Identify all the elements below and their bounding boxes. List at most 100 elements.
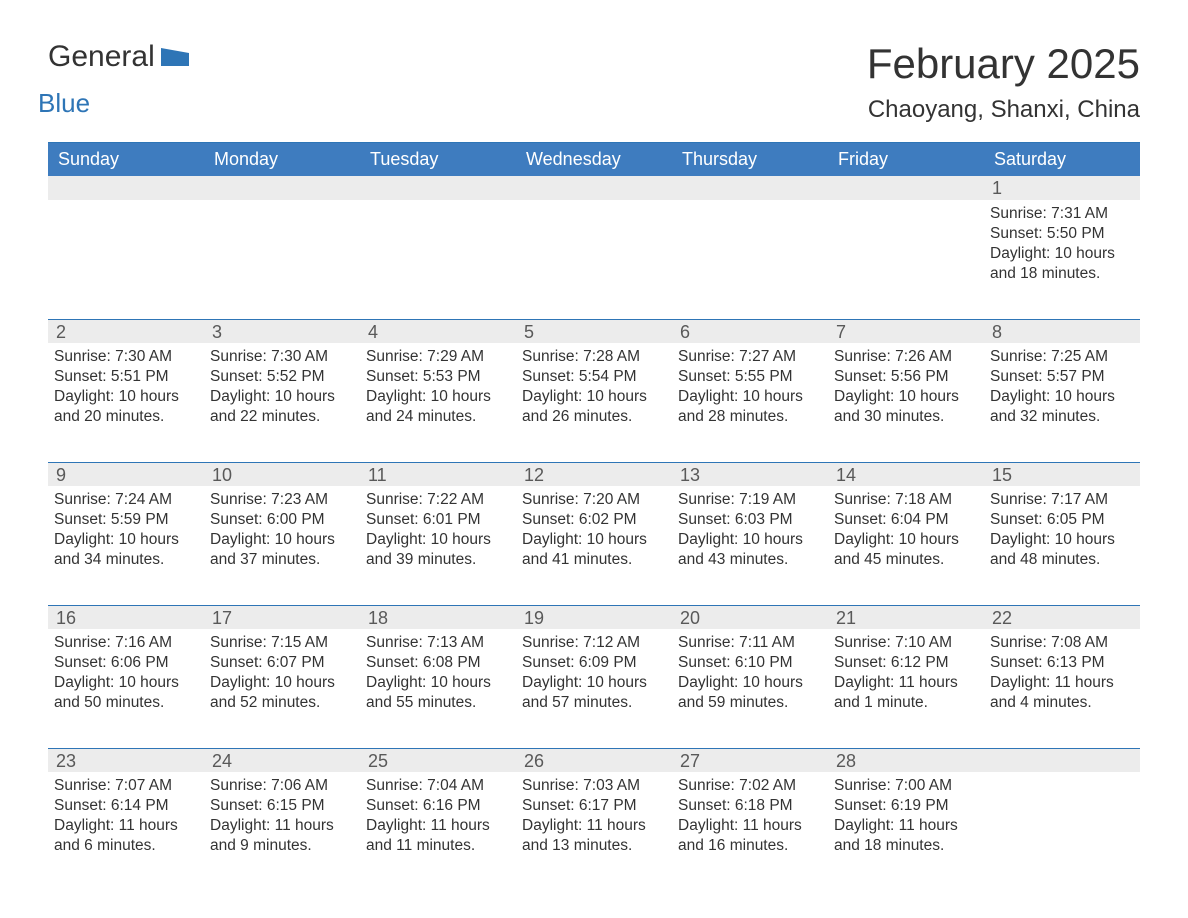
- sunrise-text: Sunrise: 7:30 AM: [210, 347, 352, 367]
- daylight-text: Daylight: 10 hours and 26 minutes.: [522, 387, 664, 427]
- sunrise-text: Sunrise: 7:22 AM: [366, 490, 508, 510]
- daylight-text: Daylight: 10 hours and 39 minutes.: [366, 530, 508, 570]
- sunset-text: Sunset: 6:17 PM: [522, 796, 664, 816]
- day-number: [204, 176, 360, 200]
- sunset-text: Sunset: 6:01 PM: [366, 510, 508, 530]
- day-cell: 26Sunrise: 7:03 AMSunset: 6:17 PMDayligh…: [516, 748, 672, 863]
- day-number: [828, 176, 984, 200]
- day-cell: 18Sunrise: 7:13 AMSunset: 6:08 PMDayligh…: [360, 605, 516, 720]
- sunrise-text: Sunrise: 7:16 AM: [54, 633, 196, 653]
- day-cell: 20Sunrise: 7:11 AMSunset: 6:10 PMDayligh…: [672, 605, 828, 720]
- sunrise-text: Sunrise: 7:20 AM: [522, 490, 664, 510]
- day-content: Sunrise: 7:30 AMSunset: 5:52 PMDaylight:…: [204, 343, 360, 428]
- day-number: [516, 176, 672, 200]
- daylight-text: Daylight: 11 hours and 18 minutes.: [834, 816, 976, 856]
- day-number: 15: [984, 462, 1140, 486]
- day-cell: 4Sunrise: 7:29 AMSunset: 5:53 PMDaylight…: [360, 319, 516, 434]
- weekday-header: Wednesday: [516, 143, 672, 176]
- day-number: 7: [828, 319, 984, 343]
- calendar: Sunday Monday Tuesday Wednesday Thursday…: [48, 142, 1140, 863]
- daylight-text: Daylight: 10 hours and 52 minutes.: [210, 673, 352, 713]
- sunrise-text: Sunrise: 7:08 AM: [990, 633, 1132, 653]
- sunrise-text: Sunrise: 7:17 AM: [990, 490, 1132, 510]
- day-number: 28: [828, 748, 984, 772]
- day-content: Sunrise: 7:17 AMSunset: 6:05 PMDaylight:…: [984, 486, 1140, 571]
- daylight-text: Daylight: 10 hours and 45 minutes.: [834, 530, 976, 570]
- day-number: 16: [48, 605, 204, 629]
- day-number: 24: [204, 748, 360, 772]
- daylight-text: Daylight: 10 hours and 34 minutes.: [54, 530, 196, 570]
- weekday-header: Friday: [828, 143, 984, 176]
- day-cell: 12Sunrise: 7:20 AMSunset: 6:02 PMDayligh…: [516, 462, 672, 577]
- day-number: 18: [360, 605, 516, 629]
- day-cell: 19Sunrise: 7:12 AMSunset: 6:09 PMDayligh…: [516, 605, 672, 720]
- sunrise-text: Sunrise: 7:23 AM: [210, 490, 352, 510]
- daylight-text: Daylight: 10 hours and 22 minutes.: [210, 387, 352, 427]
- daylight-text: Daylight: 10 hours and 41 minutes.: [522, 530, 664, 570]
- day-cell: 24Sunrise: 7:06 AMSunset: 6:15 PMDayligh…: [204, 748, 360, 863]
- daylight-text: Daylight: 10 hours and 59 minutes.: [678, 673, 820, 713]
- sunrise-text: Sunrise: 7:31 AM: [990, 204, 1132, 224]
- day-cell: 6Sunrise: 7:27 AMSunset: 5:55 PMDaylight…: [672, 319, 828, 434]
- sunset-text: Sunset: 6:02 PM: [522, 510, 664, 530]
- daylight-text: Daylight: 10 hours and 43 minutes.: [678, 530, 820, 570]
- sunrise-text: Sunrise: 7:29 AM: [366, 347, 508, 367]
- sunset-text: Sunset: 6:16 PM: [366, 796, 508, 816]
- day-number: 20: [672, 605, 828, 629]
- sunrise-text: Sunrise: 7:30 AM: [54, 347, 196, 367]
- daylight-text: Daylight: 11 hours and 4 minutes.: [990, 673, 1132, 713]
- day-number: 4: [360, 319, 516, 343]
- day-content: Sunrise: 7:13 AMSunset: 6:08 PMDaylight:…: [360, 629, 516, 714]
- day-content: Sunrise: 7:31 AMSunset: 5:50 PMDaylight:…: [984, 200, 1140, 285]
- daylight-text: Daylight: 10 hours and 55 minutes.: [366, 673, 508, 713]
- day-cell: 10Sunrise: 7:23 AMSunset: 6:00 PMDayligh…: [204, 462, 360, 577]
- title-block: February 2025 Chaoyang, Shanxi, China: [867, 40, 1140, 134]
- daylight-text: Daylight: 10 hours and 57 minutes.: [522, 673, 664, 713]
- day-number: 10: [204, 462, 360, 486]
- daylight-text: Daylight: 10 hours and 30 minutes.: [834, 387, 976, 427]
- sunset-text: Sunset: 6:09 PM: [522, 653, 664, 673]
- day-cell: 5Sunrise: 7:28 AMSunset: 5:54 PMDaylight…: [516, 319, 672, 434]
- day-cell: 14Sunrise: 7:18 AMSunset: 6:04 PMDayligh…: [828, 462, 984, 577]
- sunrise-text: Sunrise: 7:12 AM: [522, 633, 664, 653]
- day-content: Sunrise: 7:25 AMSunset: 5:57 PMDaylight:…: [984, 343, 1140, 428]
- day-number: 3: [204, 319, 360, 343]
- daylight-text: Daylight: 10 hours and 37 minutes.: [210, 530, 352, 570]
- day-cell: 17Sunrise: 7:15 AMSunset: 6:07 PMDayligh…: [204, 605, 360, 720]
- day-cell: [516, 176, 672, 291]
- day-content: Sunrise: 7:07 AMSunset: 6:14 PMDaylight:…: [48, 772, 204, 857]
- day-content: Sunrise: 7:19 AMSunset: 6:03 PMDaylight:…: [672, 486, 828, 571]
- daylight-text: Daylight: 10 hours and 28 minutes.: [678, 387, 820, 427]
- day-content: Sunrise: 7:30 AMSunset: 5:51 PMDaylight:…: [48, 343, 204, 428]
- day-number: 14: [828, 462, 984, 486]
- sunrise-text: Sunrise: 7:10 AM: [834, 633, 976, 653]
- sunset-text: Sunset: 6:06 PM: [54, 653, 196, 673]
- sunset-text: Sunset: 6:04 PM: [834, 510, 976, 530]
- sunset-text: Sunset: 5:50 PM: [990, 224, 1132, 244]
- day-number: 6: [672, 319, 828, 343]
- sunrise-text: Sunrise: 7:24 AM: [54, 490, 196, 510]
- daylight-text: Daylight: 11 hours and 1 minute.: [834, 673, 976, 713]
- day-content: Sunrise: 7:04 AMSunset: 6:16 PMDaylight:…: [360, 772, 516, 857]
- sunset-text: Sunset: 6:12 PM: [834, 653, 976, 673]
- sunset-text: Sunset: 5:57 PM: [990, 367, 1132, 387]
- day-number: 27: [672, 748, 828, 772]
- sunrise-text: Sunrise: 7:26 AM: [834, 347, 976, 367]
- sunrise-text: Sunrise: 7:28 AM: [522, 347, 664, 367]
- day-number: 21: [828, 605, 984, 629]
- daylight-text: Daylight: 11 hours and 11 minutes.: [366, 816, 508, 856]
- daylight-text: Daylight: 11 hours and 13 minutes.: [522, 816, 664, 856]
- day-number: [984, 748, 1140, 772]
- day-cell: 2Sunrise: 7:30 AMSunset: 5:51 PMDaylight…: [48, 319, 204, 434]
- day-cell: 16 Sunrise: 7:16 AMSunset: 6:06 PMDayligh…: [48, 605, 204, 720]
- day-number: [672, 176, 828, 200]
- day-cell: 9Sunrise: 7:24 AMSunset: 5:59 PMDaylight…: [48, 462, 204, 577]
- sunset-text: Sunset: 6:03 PM: [678, 510, 820, 530]
- day-number: 11: [360, 462, 516, 486]
- day-cell: 1Sunrise: 7:31 AMSunset: 5:50 PMDaylight…: [984, 176, 1140, 291]
- day-cell: 21 Sunrise: 7:10 AMSunset: 6:12 PMDayligh…: [828, 605, 984, 720]
- day-number: 13: [672, 462, 828, 486]
- daylight-text: Daylight: 10 hours and 50 minutes.: [54, 673, 196, 713]
- day-cell: 28Sunrise: 7:00 AMSunset: 6:19 PMDayligh…: [828, 748, 984, 863]
- brand-logo: General Blue: [48, 40, 189, 119]
